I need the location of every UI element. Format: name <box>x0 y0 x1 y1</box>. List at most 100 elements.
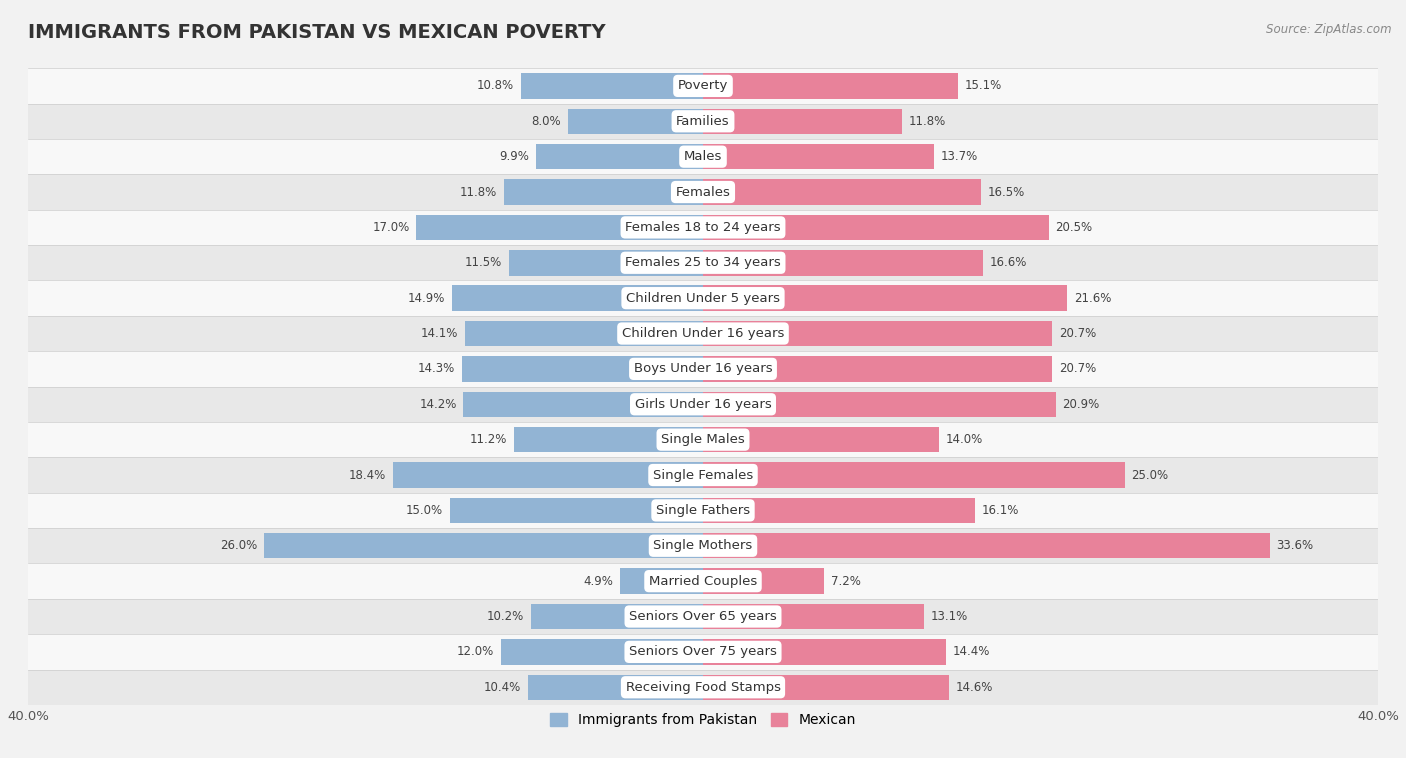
Text: 9.9%: 9.9% <box>499 150 529 163</box>
Text: 20.5%: 20.5% <box>1056 221 1092 234</box>
Text: 11.5%: 11.5% <box>465 256 502 269</box>
Text: 4.9%: 4.9% <box>583 575 613 587</box>
Bar <box>703 74 957 99</box>
Text: Single Females: Single Females <box>652 468 754 481</box>
Bar <box>28 457 1378 493</box>
Text: 21.6%: 21.6% <box>1074 292 1112 305</box>
Text: 14.1%: 14.1% <box>420 327 458 340</box>
Text: 20.9%: 20.9% <box>1063 398 1099 411</box>
Text: 14.2%: 14.2% <box>419 398 457 411</box>
Text: 14.6%: 14.6% <box>956 681 994 694</box>
Text: Boys Under 16 years: Boys Under 16 years <box>634 362 772 375</box>
Text: Children Under 16 years: Children Under 16 years <box>621 327 785 340</box>
Text: 12.0%: 12.0% <box>457 645 494 659</box>
Bar <box>703 250 983 275</box>
Text: Poverty: Poverty <box>678 80 728 92</box>
Text: 13.7%: 13.7% <box>941 150 979 163</box>
Text: Source: ZipAtlas.com: Source: ZipAtlas.com <box>1267 23 1392 36</box>
Text: 14.9%: 14.9% <box>408 292 444 305</box>
Bar <box>28 387 1378 422</box>
Bar <box>620 568 703 594</box>
Bar <box>28 210 1378 245</box>
Bar <box>520 74 703 99</box>
Bar <box>703 427 939 453</box>
Bar <box>464 392 703 417</box>
Bar <box>465 321 703 346</box>
Bar <box>28 599 1378 634</box>
Text: IMMIGRANTS FROM PAKISTAN VS MEXICAN POVERTY: IMMIGRANTS FROM PAKISTAN VS MEXICAN POVE… <box>28 23 606 42</box>
Bar <box>28 68 1378 104</box>
Text: 14.4%: 14.4% <box>953 645 990 659</box>
Text: 13.1%: 13.1% <box>931 610 967 623</box>
Text: Females 18 to 24 years: Females 18 to 24 years <box>626 221 780 234</box>
Bar <box>461 356 703 381</box>
Bar <box>451 286 703 311</box>
Bar <box>264 533 703 559</box>
Text: Receiving Food Stamps: Receiving Food Stamps <box>626 681 780 694</box>
Bar <box>703 462 1125 487</box>
Bar <box>703 498 974 523</box>
Text: Families: Families <box>676 114 730 128</box>
Bar <box>703 321 1052 346</box>
Text: 14.0%: 14.0% <box>946 433 983 446</box>
Text: 33.6%: 33.6% <box>1277 539 1313 553</box>
Legend: Immigrants from Pakistan, Mexican: Immigrants from Pakistan, Mexican <box>544 708 862 733</box>
Text: 18.4%: 18.4% <box>349 468 385 481</box>
Bar <box>28 174 1378 210</box>
Text: 20.7%: 20.7% <box>1059 327 1097 340</box>
Bar <box>703 180 981 205</box>
Text: Married Couples: Married Couples <box>650 575 756 587</box>
Text: 11.8%: 11.8% <box>908 114 946 128</box>
Text: Girls Under 16 years: Girls Under 16 years <box>634 398 772 411</box>
Bar <box>450 498 703 523</box>
Bar <box>28 104 1378 139</box>
Bar <box>703 568 824 594</box>
Bar <box>515 427 703 453</box>
Bar <box>28 351 1378 387</box>
Bar <box>392 462 703 487</box>
Bar <box>28 493 1378 528</box>
Bar <box>28 634 1378 669</box>
Text: Females 25 to 34 years: Females 25 to 34 years <box>626 256 780 269</box>
Bar <box>28 139 1378 174</box>
Text: 11.8%: 11.8% <box>460 186 498 199</box>
Bar <box>503 180 703 205</box>
Text: 10.8%: 10.8% <box>477 80 515 92</box>
Text: Females: Females <box>675 186 731 199</box>
Bar <box>509 250 703 275</box>
Text: 14.3%: 14.3% <box>418 362 456 375</box>
Text: Males: Males <box>683 150 723 163</box>
Bar <box>703 144 934 169</box>
Bar <box>28 669 1378 705</box>
Text: Children Under 5 years: Children Under 5 years <box>626 292 780 305</box>
Text: 17.0%: 17.0% <box>373 221 409 234</box>
Bar <box>703 108 903 134</box>
Bar <box>28 422 1378 457</box>
Text: Single Mothers: Single Mothers <box>654 539 752 553</box>
Bar <box>28 245 1378 280</box>
Text: 15.1%: 15.1% <box>965 80 1001 92</box>
Bar <box>703 215 1049 240</box>
Bar <box>568 108 703 134</box>
Bar <box>703 392 1056 417</box>
Bar <box>28 280 1378 316</box>
Text: 15.0%: 15.0% <box>406 504 443 517</box>
Bar <box>28 316 1378 351</box>
Bar <box>501 639 703 665</box>
Bar <box>527 675 703 700</box>
Text: 8.0%: 8.0% <box>531 114 561 128</box>
Bar <box>703 675 949 700</box>
Text: 16.1%: 16.1% <box>981 504 1019 517</box>
Text: 26.0%: 26.0% <box>221 539 257 553</box>
Bar <box>28 528 1378 563</box>
Text: 25.0%: 25.0% <box>1132 468 1168 481</box>
Bar <box>536 144 703 169</box>
Bar <box>416 215 703 240</box>
Text: 10.2%: 10.2% <box>486 610 524 623</box>
Bar <box>28 563 1378 599</box>
Text: Single Males: Single Males <box>661 433 745 446</box>
Bar <box>703 356 1052 381</box>
Text: 7.2%: 7.2% <box>831 575 860 587</box>
Text: 10.4%: 10.4% <box>484 681 520 694</box>
Text: 16.6%: 16.6% <box>990 256 1028 269</box>
